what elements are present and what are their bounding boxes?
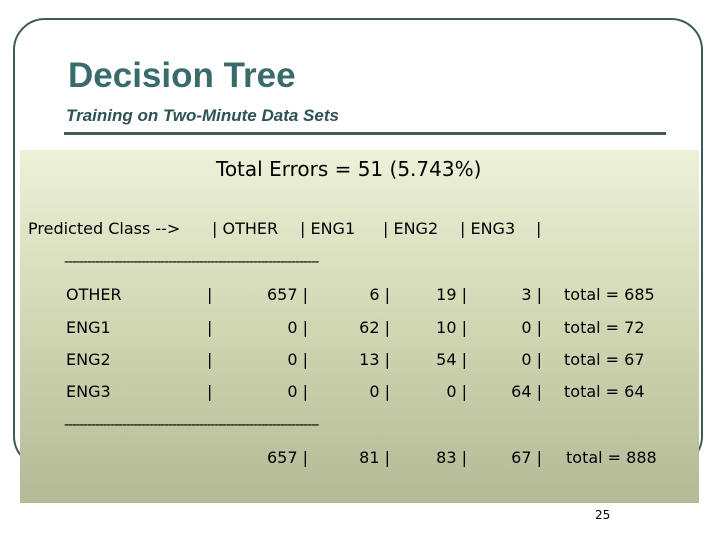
row-bar-eng2: | <box>207 350 213 369</box>
cell-eng1-eng3: 0 | <box>369 382 390 401</box>
slide-subtitle: Training on Two-Minute Data Sets <box>66 106 339 125</box>
cell-eng1-eng2: 13 | <box>359 350 390 369</box>
cell-eng2-eng3: 0 | <box>446 382 467 401</box>
cell-eng1-other: 6 | <box>369 285 390 304</box>
col-total-eng3: 67 | <box>511 448 542 467</box>
row-bar-other: | <box>207 285 213 304</box>
header-predicted-class: Predicted Class --> <box>28 219 181 238</box>
title-underline <box>64 132 666 135</box>
row-bar-eng3: | <box>207 382 213 401</box>
col-total-other: 657 | <box>266 448 308 467</box>
separator-bottom: ----------------------------------------… <box>64 417 319 433</box>
cell-eng3-other: 3 | <box>521 285 542 304</box>
page-number: 25 <box>595 508 611 522</box>
col-total-eng1: 81 | <box>359 448 390 467</box>
cell-other-eng3: 0 | <box>287 382 308 401</box>
header-eng3: | ENG3 <box>460 219 516 238</box>
header-end-bar: | <box>536 219 542 238</box>
cell-eng3-eng3: 64 | <box>511 382 542 401</box>
header-eng2: | ENG2 <box>383 219 439 238</box>
grand-total: total = 888 <box>566 448 657 467</box>
cell-eng2-eng1: 10 | <box>436 318 467 337</box>
cell-eng3-eng1: 0 | <box>521 318 542 337</box>
cell-eng1-eng1: 62 | <box>359 318 390 337</box>
confusion-matrix-panel <box>20 150 699 503</box>
cell-eng3-eng2: 0 | <box>521 350 542 369</box>
row-label-other: OTHER <box>66 285 122 304</box>
cell-other-eng1: 0 | <box>287 318 308 337</box>
cell-other-other: 657 | <box>266 285 308 304</box>
row-total-eng2: total = 67 <box>564 350 645 369</box>
row-total-eng1: total = 72 <box>564 318 645 337</box>
row-bar-eng1: | <box>207 318 213 337</box>
header-other: | OTHER <box>212 219 279 238</box>
cell-eng2-eng2: 54 | <box>436 350 467 369</box>
col-total-eng2: 83 | <box>436 448 467 467</box>
separator-top: ----------------------------------------… <box>64 254 319 270</box>
row-label-eng2: ENG2 <box>66 350 111 369</box>
cell-eng2-other: 19 | <box>436 285 467 304</box>
header-eng1: | ENG1 <box>300 219 356 238</box>
row-label-eng1: ENG1 <box>66 318 111 337</box>
cell-other-eng2: 0 | <box>287 350 308 369</box>
total-errors-summary: Total Errors = 51 (5.743%) <box>216 157 482 181</box>
row-total-eng3: total = 64 <box>564 382 645 401</box>
row-total-other: total = 685 <box>564 285 655 304</box>
row-label-eng3: ENG3 <box>66 382 111 401</box>
slide-title: Decision Tree <box>68 56 296 95</box>
